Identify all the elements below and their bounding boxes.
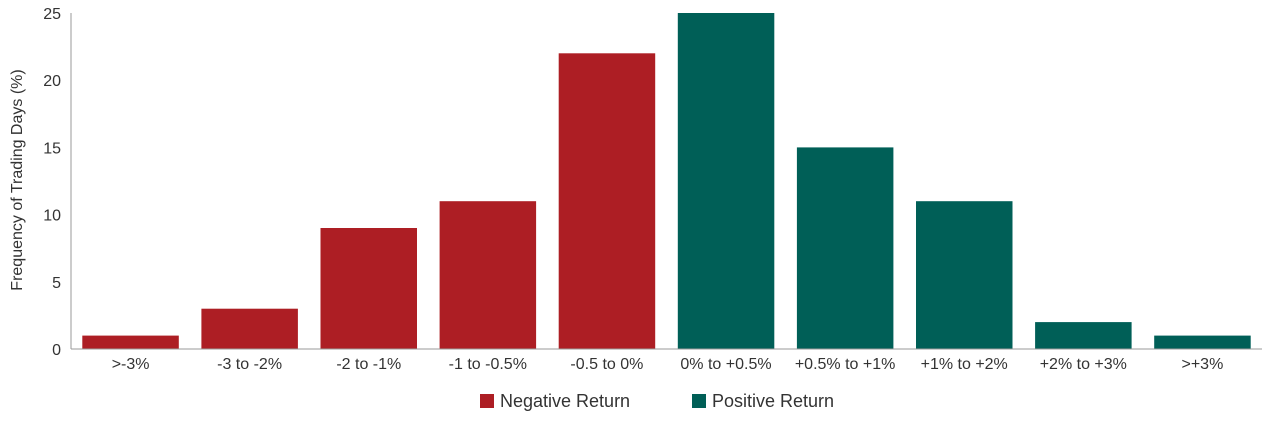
- y-tick-label: 20: [43, 73, 61, 90]
- bar-positive-8: [1035, 322, 1132, 349]
- y-axis-ticks: 0 5 10 15 20 25: [43, 6, 61, 359]
- bar-negative-1: [201, 308, 298, 349]
- legend-swatch-positive: [692, 394, 706, 408]
- x-tick-label: -3 to -2%: [217, 356, 282, 373]
- legend-label-positive: Positive Return: [712, 391, 834, 411]
- bars: [82, 13, 1251, 350]
- bar-negative-4: [558, 53, 656, 350]
- x-tick-label: -2 to -1%: [336, 356, 401, 373]
- y-tick-label: 0: [52, 342, 61, 359]
- y-axis-label: Frequency of Trading Days (%): [9, 69, 26, 290]
- y-tick-label: 5: [52, 275, 61, 292]
- bar-negative-0: [82, 335, 179, 349]
- y-tick-label: 15: [43, 140, 61, 157]
- bar-positive-6: [796, 147, 894, 349]
- x-tick-label: 0% to +0.5%: [680, 356, 771, 373]
- x-tick-label: -0.5 to 0%: [570, 356, 643, 373]
- bar-positive-5: [677, 13, 775, 349]
- bar-negative-3: [439, 201, 537, 349]
- x-tick-label: -1 to -0.5%: [449, 356, 527, 373]
- legend-label-negative: Negative Return: [500, 391, 630, 411]
- legend-swatch-negative: [480, 394, 494, 408]
- bar-positive-7: [916, 201, 1013, 349]
- y-tick-label: 10: [43, 208, 61, 225]
- x-tick-label: >+3%: [1181, 356, 1223, 373]
- x-tick-label: >-3%: [112, 356, 150, 373]
- x-axis-ticks: >-3% -3 to -2% -2 to -1% -1 to -0.5% -0.5 to…: [112, 356, 1224, 373]
- y-tick-label: 25: [43, 6, 61, 23]
- x-tick-label: +1% to +2%: [921, 356, 1008, 373]
- legend: Negative Return Positive Return: [480, 391, 834, 411]
- bar-negative-2: [320, 228, 417, 349]
- x-tick-label: +0.5% to +1%: [795, 356, 896, 373]
- bar-positive-9: [1154, 335, 1251, 349]
- x-tick-label: +2% to +3%: [1040, 356, 1127, 373]
